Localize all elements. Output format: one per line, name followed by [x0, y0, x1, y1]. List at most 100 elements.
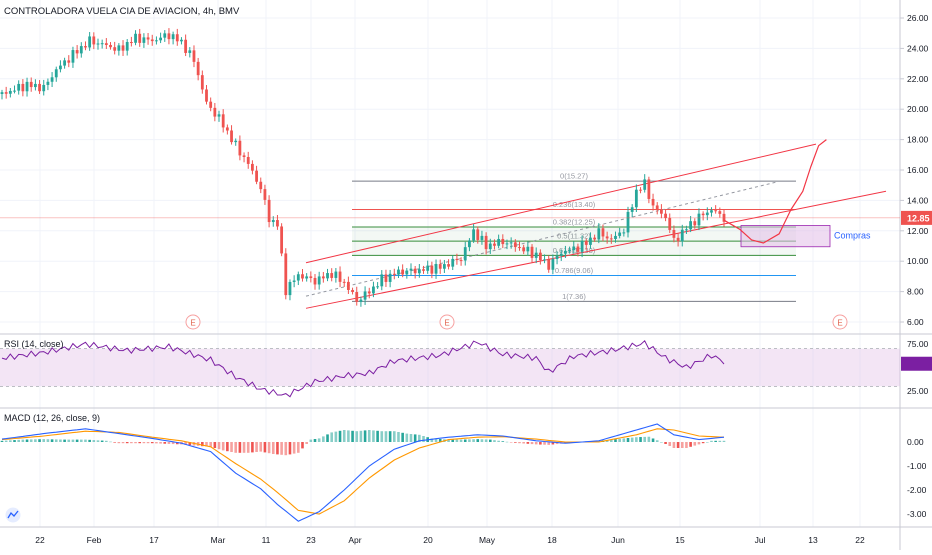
- time-tick-label: Apr: [348, 535, 361, 545]
- candle-body: [714, 210, 718, 212]
- macd-histogram-bar: [522, 442, 525, 444]
- candle-body: [509, 242, 513, 244]
- candle-body: [384, 274, 388, 282]
- trend-channel[interactable]: [305, 143, 887, 309]
- macd-histogram-bar: [685, 442, 688, 448]
- price-tick-label: 10.00: [907, 256, 929, 266]
- earnings-event-letter: E: [837, 319, 842, 328]
- candle-body: [413, 268, 417, 274]
- candle-body: [659, 209, 663, 214]
- candle-body: [572, 246, 576, 251]
- fib-level-label: 0.5(11.32): [557, 232, 591, 241]
- macd-histogram-bar: [630, 437, 634, 442]
- candle-body: [259, 181, 263, 190]
- compras-label: Compras: [834, 230, 871, 240]
- candle-body: [54, 69, 58, 78]
- candle-body: [150, 39, 154, 42]
- candle-body: [589, 237, 592, 245]
- macd-histogram-bar: [230, 442, 233, 452]
- macd-histogram-bar: [697, 442, 701, 445]
- macd-label: MACD (12, 26, close, 9): [4, 413, 100, 423]
- candle-body: [576, 246, 580, 252]
- candle-body: [488, 243, 492, 250]
- candle-body: [643, 179, 647, 190]
- rsi-band: [0, 348, 900, 387]
- macd-histogram-bar: [317, 438, 321, 442]
- candle-body: [205, 89, 208, 102]
- macd-histogram-bar: [388, 431, 392, 442]
- macd-histogram-bar: [710, 440, 713, 442]
- macd-histogram-bar: [84, 439, 87, 442]
- candle-body: [63, 60, 67, 66]
- price-tick-label: 12.00: [907, 226, 929, 236]
- candle-body: [292, 280, 296, 282]
- candle-body: [213, 107, 217, 117]
- candle-body: [155, 40, 158, 42]
- price-axis[interactable]: 26.00 24.00 22.00 20.00 18.00 16.00 14.00 12.00…: [900, 13, 932, 327]
- macd-histogram-bar: [205, 442, 208, 447]
- candle-body: [685, 229, 688, 231]
- candle-body: [146, 37, 150, 40]
- macd-histogram-bar: [530, 442, 534, 445]
- candle-body: [480, 235, 484, 240]
- candle-body: [342, 281, 346, 283]
- macd-histogram-bar: [59, 439, 62, 442]
- candle-body: [701, 213, 705, 216]
- macd-histogram-bar: [146, 442, 150, 444]
- macd-histogram-bar: [13, 440, 16, 442]
- macd-histogram-bar: [664, 442, 667, 444]
- time-tick-label: Feb: [87, 535, 102, 545]
- rsi-pane: [0, 339, 900, 398]
- macd-histogram-bar: [706, 442, 709, 443]
- candle-body: [651, 198, 655, 206]
- last-price-label: 12.85: [907, 213, 930, 223]
- macd-histogram-bar: [518, 442, 521, 444]
- fibonacci-retracement[interactable]: 0(15.27) 0.236(13.40) 0.382(12.25) 0.5(11.3…: [352, 172, 796, 302]
- candle-body: [338, 271, 342, 282]
- macd-histogram-bar: [63, 439, 66, 442]
- macd-histogram-bar: [263, 442, 267, 453]
- compras-zone[interactable]: Compras: [740, 225, 871, 248]
- rsi-line: [1, 339, 725, 398]
- macd-histogram-bar: [88, 439, 91, 442]
- earnings-event-marker: [832, 314, 848, 330]
- macd-histogram-bar: [322, 436, 325, 442]
- macd-histogram-bar: [21, 439, 25, 442]
- candle-body: [42, 84, 46, 92]
- earnings-event-marker: [185, 314, 201, 330]
- candle-body: [405, 270, 409, 275]
- macd-histogram-bar: [271, 442, 275, 454]
- candle-body: [121, 45, 125, 51]
- projection-path[interactable]: [723, 139, 827, 244]
- candle-body: [639, 189, 642, 191]
- macd-histogram-bar: [397, 432, 400, 442]
- price-tick-label: 22.00: [907, 74, 929, 84]
- candle-body: [680, 229, 684, 242]
- time-axis[interactable]: 22 Feb 17 Mar 11 23 Apr 20 May 18 Jun 15 Jul 13 22: [5, 507, 865, 546]
- fib-level-label: 0.382(12.25): [553, 218, 596, 227]
- macd-histogram-bar: [413, 434, 417, 442]
- candle-body: [530, 246, 534, 258]
- candle-body: [676, 237, 680, 242]
- candle-body: [718, 211, 722, 214]
- macd-histogram-bar: [17, 439, 20, 442]
- candle-body: [196, 61, 200, 76]
- macd-histogram-bar: [188, 442, 192, 446]
- candle-body: [330, 273, 334, 278]
- candle-body: [50, 77, 54, 82]
- time-tick-label: 13: [808, 535, 818, 545]
- macd-histogram-bar: [113, 442, 116, 443]
- fib-level-label: 0.786(9.06): [555, 266, 594, 275]
- macd-histogram-bar: [380, 431, 384, 442]
- candle-body: [280, 226, 284, 254]
- macd-line: [1, 423, 725, 522]
- last-price-badge: [901, 210, 932, 225]
- macd-histogram-bar: [117, 442, 121, 444]
- macd-histogram-bar: [46, 439, 50, 442]
- candle-body: [426, 265, 430, 271]
- macd-histogram-bar: [714, 440, 717, 442]
